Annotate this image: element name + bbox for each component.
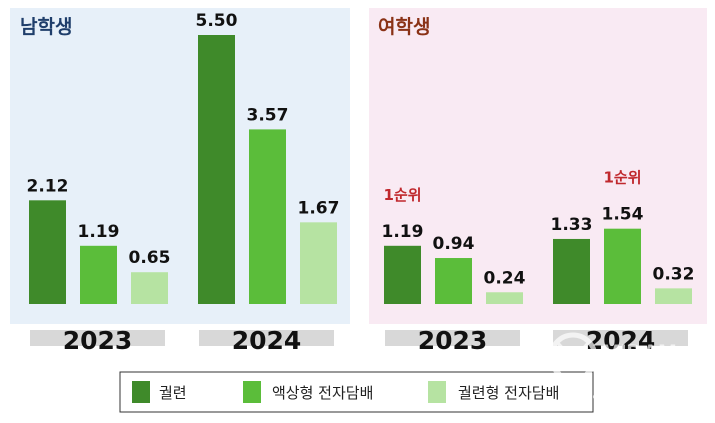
male-2023-liquid-ecig-value-label: 1.19 xyxy=(78,222,120,242)
legend-swatch-liquid-ecig xyxy=(243,381,261,403)
male-2024-liquid-ecig-bar xyxy=(249,129,286,304)
watermark-logo: MIDAM TIMES good news, good people xyxy=(548,332,677,401)
female-2024-cigarette-value-label: 1.33 xyxy=(551,215,593,235)
bars-layer: 2023 2.12 1.19 0.65 2024 5.50 3.57 1.67 2023 1.19… xyxy=(27,11,695,355)
male-2024-heated-tobacco-value-label: 1.67 xyxy=(298,198,340,218)
female-2023-heated-tobacco-value-label: 0.24 xyxy=(484,268,526,288)
female-2023-liquid-ecig-bar xyxy=(435,258,472,304)
male-year-label-2023: 2023 xyxy=(63,326,133,355)
watermark-m-icon xyxy=(558,340,588,368)
male-2024-cigarette-bar xyxy=(198,35,235,304)
female-panel-background xyxy=(369,8,707,324)
male-year-label-2024: 2024 xyxy=(232,326,302,355)
female-2023-cigarette-bar xyxy=(384,245,421,304)
male-2023-heated-tobacco-bar xyxy=(131,272,168,304)
male-2024-liquid-ecig-value-label: 3.57 xyxy=(247,105,289,125)
female-panel-title: 여학생 xyxy=(378,16,430,38)
legend-label-heated-tobacco: 궐련형 전자담배 xyxy=(458,384,559,402)
watermark-brand-line1: MIDAM xyxy=(602,340,677,365)
female-rank-annotation-1: 1순위 xyxy=(603,169,641,187)
legend-box xyxy=(119,371,594,413)
female-2024-liquid-ecig-value-label: 1.54 xyxy=(602,205,644,225)
male-2023-cigarette-bar xyxy=(29,200,66,304)
watermark-circle-icon xyxy=(548,332,598,382)
legend-swatch-heated-tobacco xyxy=(428,381,446,403)
male-2023-liquid-ecig-bar xyxy=(80,245,117,304)
female-year-label-2024: 2024 xyxy=(586,326,656,355)
male-panel-background xyxy=(10,8,350,324)
legend-label-liquid-ecig: 액상형 전자담배 xyxy=(272,384,373,402)
watermark-tagline: good news, good people xyxy=(578,392,672,401)
watermark-brand-line2: TIMES xyxy=(602,363,669,388)
female-2024-heated-tobacco-value-label: 0.32 xyxy=(653,264,695,284)
male-2023-heated-tobacco-value-label: 0.65 xyxy=(129,248,171,268)
male-2023-cigarette-value-label: 2.12 xyxy=(27,176,69,196)
male-panel-title: 남학생 xyxy=(20,16,72,38)
female-rank-annotation-0: 1순위 xyxy=(383,186,421,204)
female-year-label-2023: 2023 xyxy=(418,326,488,355)
female-2023-cigarette-value-label: 1.19 xyxy=(382,222,424,242)
female-2023-liquid-ecig-value-label: 0.94 xyxy=(433,234,475,254)
female-2023-heated-tobacco-bar xyxy=(486,292,523,304)
legend-label-cigarette: 궐련 xyxy=(159,384,187,402)
female-2024-liquid-ecig-bar xyxy=(604,228,641,304)
legend-swatch-cigarette xyxy=(132,381,150,403)
female-2024-cigarette-bar xyxy=(553,238,590,304)
male-2024-year-band xyxy=(199,330,334,346)
female-2023-year-band xyxy=(385,330,520,346)
male-2024-cigarette-value-label: 5.50 xyxy=(196,11,238,31)
male-2023-year-band xyxy=(30,330,165,346)
male-2024-heated-tobacco-bar xyxy=(300,222,337,304)
female-2024-heated-tobacco-bar xyxy=(655,288,692,304)
